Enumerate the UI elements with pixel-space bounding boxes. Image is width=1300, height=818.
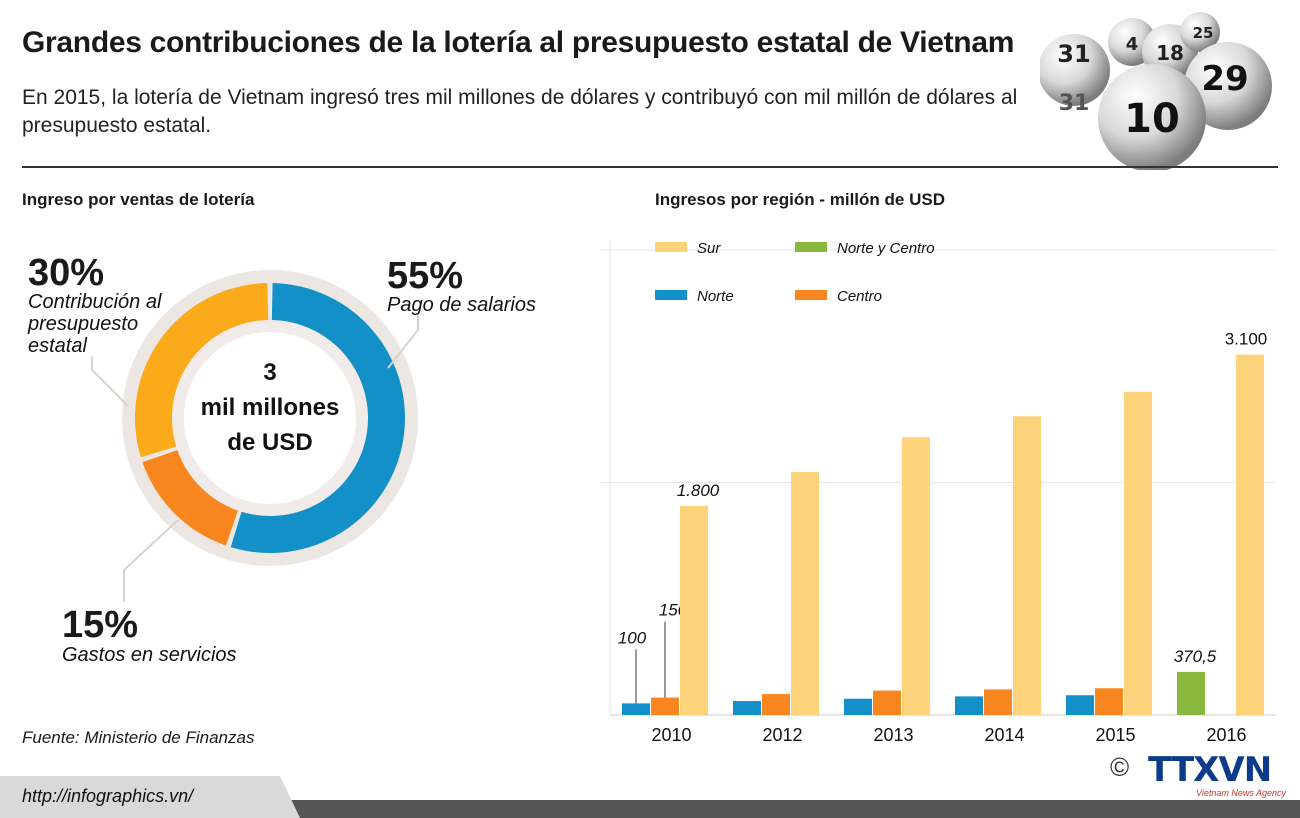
budget-percent: 30% — [28, 252, 105, 294]
legend-label-norte: Norte — [697, 288, 734, 305]
copyright-icon: © — [1110, 752, 1130, 782]
donut-center-line: de USD — [227, 429, 313, 456]
services-percent: 15% — [62, 604, 139, 646]
lottery-ball: 31 31 — [1040, 34, 1110, 116]
legend-swatch-centro — [795, 290, 827, 300]
legend-label-sur: Sur — [697, 240, 721, 257]
donut-center-line: 3 — [263, 359, 277, 386]
header-divider — [22, 166, 1278, 168]
bar-norte — [955, 696, 983, 715]
donut-center-label: 3 mil millones de USD — [170, 355, 370, 460]
bar-centro — [651, 697, 679, 715]
data-label: 1.800 — [677, 481, 720, 500]
bar-centro — [873, 690, 901, 715]
legend-swatch-sur — [655, 242, 687, 252]
x-tick-label: 2013 — [873, 725, 913, 745]
bar-sur — [680, 505, 708, 715]
salaries-percent: 55% — [387, 255, 464, 297]
ball-number: 18 — [1156, 41, 1184, 65]
legend-swatch-norte — [655, 290, 687, 300]
x-tick-label: 2016 — [1206, 725, 1246, 745]
services-label: Gastos en servicios — [62, 644, 237, 666]
bar-sur — [1236, 354, 1264, 715]
legend-swatch-norte-y-centro — [795, 242, 827, 252]
bar-norte — [1066, 695, 1094, 715]
legend-label-norte-y-centro: Norte y Centro — [837, 240, 935, 257]
leader-line-budget — [91, 356, 129, 407]
bar-sur — [1013, 416, 1041, 715]
page-subtitle: En 2015, la lotería de Vietnam ingresó t… — [22, 86, 1018, 137]
bar-norte — [844, 698, 872, 715]
lottery-ball: 29 — [1184, 42, 1272, 130]
ball-number: 4 — [1126, 34, 1139, 55]
bar-centro — [762, 694, 790, 715]
x-tick-label: 2014 — [984, 725, 1024, 745]
donut-segment-budget — [135, 283, 269, 458]
salaries-label: Pago de salarios — [387, 294, 536, 316]
x-tick-label: 2010 — [651, 725, 691, 745]
budget-label-line: estatal — [28, 335, 87, 357]
ball-number: 25 — [1193, 24, 1214, 42]
footer-band — [0, 800, 1300, 818]
bar-chart-title: Ingresos por región - millón de USD — [655, 190, 945, 209]
ball-number: 31 — [1059, 91, 1090, 116]
budget-label: Contribución al presupuesto estatal — [28, 291, 161, 357]
donut-segment-services — [142, 450, 238, 546]
data-label: 370,5 — [1174, 647, 1217, 666]
ball-number: 31 — [1057, 40, 1090, 68]
x-tick-label: 2015 — [1095, 725, 1135, 745]
bar-norte — [622, 703, 650, 715]
footer-url[interactable]: http://infographics.vn/ — [22, 786, 194, 806]
source-note: Fuente: Ministerio de Finanzas — [22, 728, 255, 747]
bar-sur — [902, 437, 930, 715]
lottery-balls-illustration: 31 31 4 18 25 29 10 — [1040, 12, 1272, 170]
regional-revenue-bar-chart: 02.000 millón4.000 millón20101001501.800… — [600, 240, 1276, 745]
bar-sur — [1124, 391, 1152, 715]
bar-centro — [1095, 688, 1123, 715]
lottery-ball: 10 — [1098, 64, 1206, 170]
donut-segment-salaries — [230, 283, 406, 553]
ball-number: 10 — [1124, 96, 1180, 142]
agency-logo: © TTXVN Vietnam News Agency — [1110, 750, 1286, 798]
agency-name: Vietnam News Agency — [1196, 788, 1287, 798]
bar-centro — [984, 689, 1012, 715]
footer-bar: http://infographics.vn/ — [0, 776, 1300, 818]
leader-line-services — [123, 519, 179, 602]
lottery-ball: 25 — [1180, 12, 1220, 52]
x-tick-label: 2012 — [762, 725, 802, 745]
legend-label-centro: Centro — [837, 288, 882, 305]
leader-line-salaries — [387, 314, 419, 369]
y-tick-label: 0 — [600, 707, 601, 726]
bar-norte-y-centro — [1177, 671, 1205, 715]
budget-label-line: presupuesto — [28, 313, 139, 335]
donut-center — [184, 332, 356, 504]
donut-section-title: Ingreso por ventas de lotería — [22, 190, 255, 209]
bar-sur — [791, 472, 819, 715]
data-label: 3.100 — [1225, 330, 1268, 349]
data-label: 100 — [618, 628, 647, 647]
ball-number: 29 — [1201, 59, 1248, 99]
revenue-donut-chart — [91, 270, 419, 602]
ttxvn-logo-text: TTXVN — [1148, 750, 1272, 790]
donut-center-line: mil millones — [200, 394, 340, 421]
footer-url-tab — [0, 776, 300, 818]
budget-label-line: Contribución al — [28, 291, 162, 313]
page-title: Grandes contribuciones de la lotería al … — [22, 26, 1015, 59]
bar-norte — [733, 701, 761, 715]
